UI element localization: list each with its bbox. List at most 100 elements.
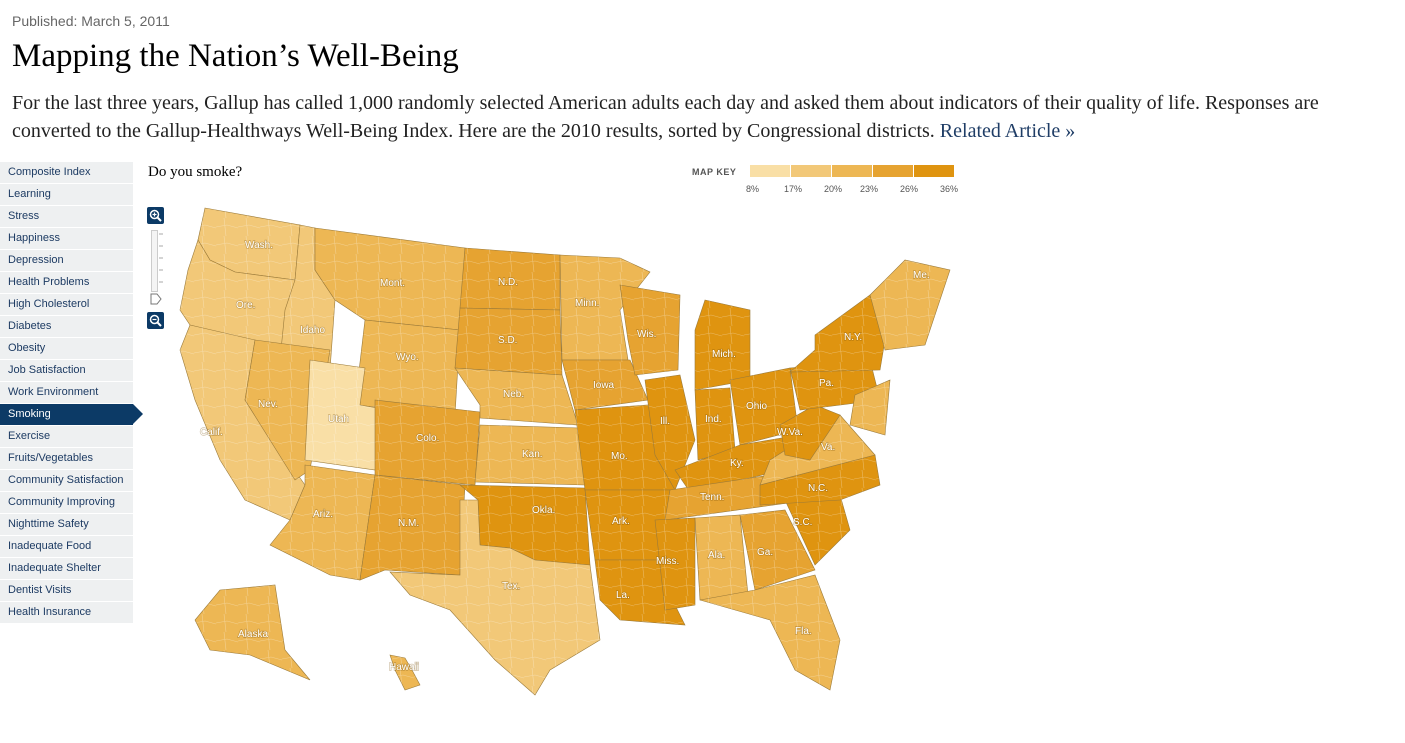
sidebar-item-composite-index[interactable]: Composite Index (0, 162, 133, 183)
sidebar-item-depression[interactable]: Depression (0, 250, 133, 271)
zoom-in-icon (149, 209, 162, 222)
district-texture (760, 455, 880, 505)
state-label: Ky. (730, 458, 744, 469)
sidebar-item-exercise[interactable]: Exercise (0, 426, 133, 447)
district-texture (280, 225, 335, 370)
district-texture (620, 285, 680, 375)
state-label: Hawaii (389, 662, 419, 673)
zoom-slider-track[interactable] (151, 230, 158, 292)
zoom-slider-handle[interactable] (150, 293, 162, 305)
sidebar-item-job-satisfaction[interactable]: Job Satisfaction (0, 360, 133, 381)
state-label: Wash. (245, 240, 273, 251)
district-texture (390, 500, 600, 695)
district-texture (305, 360, 390, 470)
sidebar-item-dentist-visits[interactable]: Dentist Visits (0, 580, 133, 601)
state-label: Ala. (708, 550, 725, 561)
state-label: S.D. (498, 335, 517, 346)
district-texture (870, 260, 950, 350)
district-texture (195, 585, 310, 680)
district-texture (645, 375, 695, 490)
map-key-swatch (873, 165, 914, 177)
sidebar-item-fruits-vegetables[interactable]: Fruits/Vegetables (0, 448, 133, 469)
district-texture (575, 405, 675, 490)
state-label: Neb. (503, 389, 524, 400)
map-key-label: MAP KEY (692, 167, 737, 177)
state-label: Ga. (757, 547, 773, 558)
district-texture (315, 228, 465, 330)
map-key-tick: 20% (824, 184, 843, 194)
state-label: La. (616, 590, 630, 601)
state-label: Ark. (612, 516, 630, 527)
state-label: Ore. (236, 300, 255, 311)
state-label: Miss. (656, 556, 679, 567)
state-label: Fla. (795, 626, 812, 637)
district-texture (475, 425, 585, 485)
state-label: Alaska (238, 629, 268, 640)
district-texture (455, 368, 578, 425)
sidebar-item-smoking[interactable]: Smoking (0, 404, 143, 425)
state-label: Me. (913, 270, 930, 281)
district-texture (360, 475, 465, 580)
district-texture (760, 415, 875, 485)
zoom-tick-marks (159, 233, 163, 283)
sidebar-item-health-problems[interactable]: Health Problems (0, 272, 133, 293)
sidebar-item-happiness[interactable]: Happiness (0, 228, 133, 249)
related-article-link[interactable]: Related Article » (939, 120, 1076, 142)
map-key-tick: 26% (900, 184, 919, 194)
state-label: Colo. (416, 433, 439, 444)
state-label: W.Va. (777, 427, 803, 438)
state-shapes (179, 207, 951, 696)
map-key-tick: 36% (940, 184, 959, 194)
sidebar-item-diabetes[interactable]: Diabetes (0, 316, 133, 337)
district-texture (562, 360, 648, 410)
sidebar-item-work-environment[interactable]: Work Environment (0, 382, 133, 403)
sidebar-item-high-cholesterol[interactable]: High Cholesterol (0, 294, 133, 315)
sidebar-item-community-satisfaction[interactable]: Community Satisfaction (0, 470, 133, 491)
state-label: Ohio (746, 401, 768, 412)
sidebar-item-inadequate-shelter[interactable]: Inadequate Shelter (0, 558, 133, 579)
district-texture (460, 485, 590, 565)
state-label: Ill. (660, 416, 670, 427)
state-label: Va. (821, 442, 835, 453)
state-label: Iowa (593, 380, 615, 391)
map-key-tick: 17% (784, 184, 803, 194)
state-label: Kan. (522, 449, 543, 460)
district-texture (355, 320, 460, 415)
state-label: Pa. (819, 378, 834, 389)
intro-body: For the last three years, Gallup has cal… (12, 92, 1319, 142)
sidebar-item-community-improving[interactable]: Community Improving (0, 492, 133, 513)
sidebar-item-obesity[interactable]: Obesity (0, 338, 133, 359)
district-texture (270, 465, 375, 580)
district-texture (695, 388, 735, 460)
district-texture (455, 308, 562, 375)
published-date: Published: March 5, 2011 (12, 13, 170, 29)
indicator-menu: Composite Index Learning Stress Happiness De… (0, 162, 144, 624)
intro-text: For the last three years, Gallup has cal… (12, 89, 1402, 145)
state-label: Idaho (300, 325, 325, 336)
district-texture (785, 495, 850, 565)
sidebar-item-stress[interactable]: Stress (0, 206, 133, 227)
zoom-out-button[interactable] (147, 312, 164, 329)
sidebar-item-learning[interactable]: Learning (0, 184, 133, 205)
map-key-ticks: 8% 17% 20% 23% 26% 36% (738, 184, 970, 196)
sidebar-item-nighttime-safety[interactable]: Nighttime Safety (0, 514, 133, 535)
district-texture (655, 518, 695, 610)
map-key-tick: 23% (860, 184, 879, 194)
state-label: Ariz. (313, 509, 333, 520)
sidebar-item-inadequate-food[interactable]: Inadequate Food (0, 536, 133, 557)
map-key-swatch (832, 165, 873, 177)
state-label: Mo. (611, 451, 628, 462)
zoom-out-icon (149, 314, 162, 327)
district-texture (585, 490, 670, 560)
state-label: Nev. (258, 399, 278, 410)
state-label: Calif. (200, 427, 223, 438)
sidebar-item-health-insurance[interactable]: Health Insurance (0, 602, 133, 623)
map-key-swatch (791, 165, 832, 177)
state-label: S.C. (793, 517, 812, 528)
us-choropleth-map[interactable]: Wash. Ore. Calif. Idaho Mont. Wyo. Nev. Utah Ari… (150, 200, 970, 700)
district-texture (695, 515, 748, 600)
zoom-in-button[interactable] (147, 207, 164, 224)
district-texture (790, 295, 885, 372)
district-texture (675, 435, 805, 492)
map-key-tick: 8% (746, 184, 760, 194)
